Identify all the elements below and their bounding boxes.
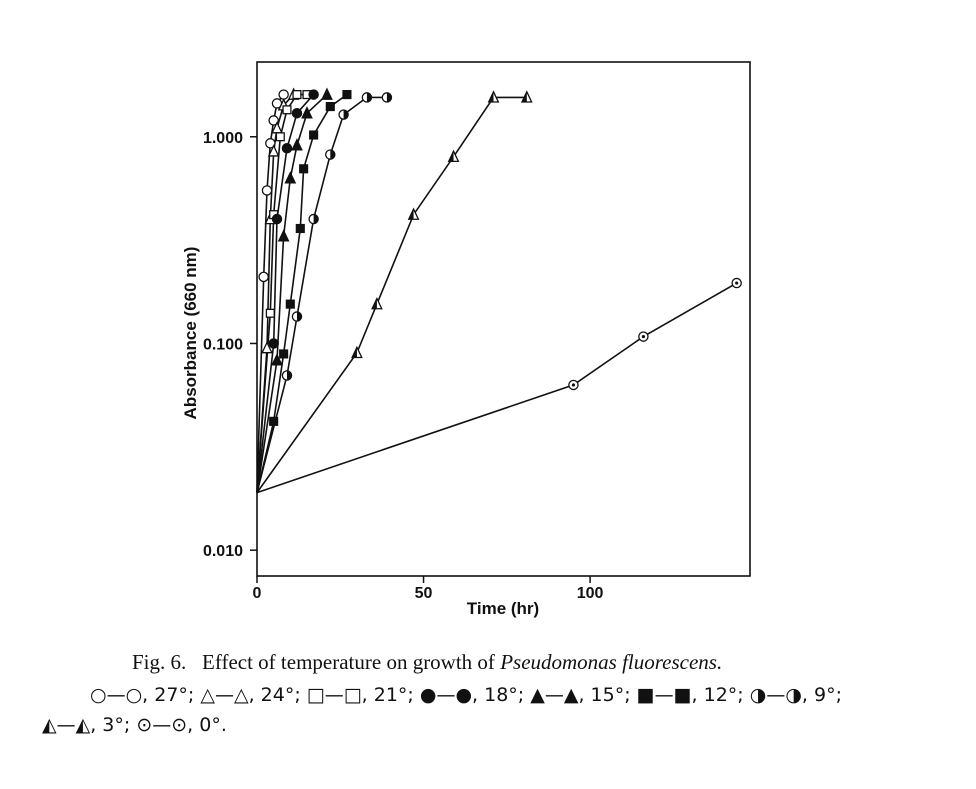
data-point	[321, 87, 333, 100]
x-tick-label: 100	[577, 585, 604, 602]
data-point	[281, 370, 293, 381]
data-point	[407, 207, 420, 220]
data-point	[520, 90, 533, 103]
y-tick-label: 1.000	[203, 130, 243, 147]
data-point	[271, 213, 283, 225]
data-point	[267, 144, 280, 157]
data-point	[568, 379, 579, 391]
series-line	[256, 96, 387, 493]
data-point	[295, 223, 305, 234]
data-point	[285, 299, 295, 309]
x-tick-label: 0	[253, 585, 262, 602]
data-point	[301, 106, 313, 119]
figure-caption-line-1: Fig. 6. Effect of temperature on growth …	[132, 650, 722, 675]
data-point	[261, 340, 273, 354]
series-line	[256, 282, 738, 494]
data-point	[371, 297, 383, 310]
data-point	[282, 105, 292, 115]
data-point	[269, 416, 279, 426]
data-point	[292, 90, 302, 100]
data-point	[342, 90, 352, 100]
legend-text-1: ○—○, 27°; △—△, 24°; □—□, 21°; ●—●, 18°; …	[90, 684, 842, 706]
data-point	[284, 171, 297, 184]
y-tick-label: 0.100	[203, 336, 243, 353]
data-point	[361, 92, 373, 103]
data-point	[731, 277, 742, 289]
data-point	[381, 92, 393, 103]
data-point	[308, 213, 319, 225]
data-point	[265, 308, 275, 318]
axes: 0 50 100 0.010 0.100 1.000	[203, 130, 604, 602]
data-point	[265, 138, 276, 149]
data-point	[268, 115, 279, 126]
data-point	[271, 353, 283, 366]
data-point	[291, 107, 303, 119]
data-point	[638, 331, 649, 342]
data-point	[325, 149, 336, 160]
caption-text: Effect of temperature on growth of	[202, 650, 495, 674]
data-point	[281, 142, 293, 154]
x-axis-title: Time (hr)	[467, 599, 539, 618]
data-point	[291, 311, 303, 322]
data-point	[261, 185, 273, 196]
y-tick-label: 0.010	[203, 543, 243, 560]
data-point	[309, 130, 319, 140]
data-point	[487, 90, 500, 103]
species-name: Pseudomonas fluorescens.	[500, 650, 723, 674]
data-point	[258, 271, 269, 283]
figure-caption-legend-line-1: ○—○, 27°; △—△, 24°; □—□, 21°; ●—●, 18°; …	[90, 682, 842, 707]
data-point	[275, 132, 285, 142]
plot-frame	[256, 61, 751, 577]
series-markers	[258, 87, 742, 426]
data-point	[277, 229, 290, 242]
data-point	[351, 345, 363, 359]
legend-text-2: ◭—◭, 3°; ⊙—⊙, 0°.	[42, 714, 227, 736]
data-point	[278, 89, 289, 100]
data-point	[338, 109, 349, 120]
data-point	[291, 138, 303, 151]
data-point	[308, 89, 319, 100]
figure-caption-legend-line-2: ◭—◭, 3°; ⊙—⊙, 0°.	[42, 712, 227, 737]
figure-label: Fig. 6.	[132, 650, 187, 674]
data-point	[279, 349, 289, 359]
data-point	[325, 102, 335, 112]
data-point	[299, 164, 309, 174]
y-axis-title: Absorbance (660 nm)	[181, 247, 200, 420]
series-line	[256, 96, 527, 494]
growth-chart: 0 50 100 0.010 0.100 1.000 Time (hr) Absorban…	[181, 61, 751, 618]
data-point	[447, 149, 460, 163]
data-point	[268, 338, 279, 349]
x-tick-label: 50	[415, 585, 433, 602]
